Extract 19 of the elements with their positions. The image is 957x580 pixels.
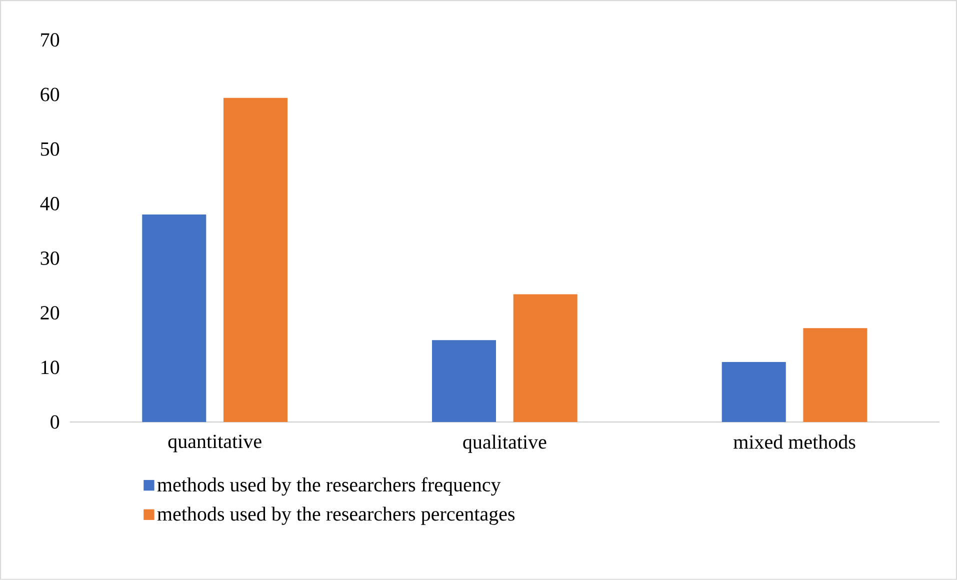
y-tick-label: 20 bbox=[40, 306, 60, 320]
legend-label: methods used by the researchers percentages bbox=[157, 506, 515, 525]
y-tick-label: 70 bbox=[41, 33, 60, 47]
y-tick-label: 60 bbox=[40, 88, 60, 102]
bar bbox=[722, 362, 786, 422]
x-tick-label: qualitative bbox=[463, 434, 546, 453]
y-tick-label: 10 bbox=[42, 360, 60, 374]
x-tick-label: quantitative bbox=[168, 434, 262, 452]
y-tick-label: 50 bbox=[41, 142, 60, 156]
bar bbox=[142, 214, 206, 422]
legend-label: methods used by the researchers frequency bbox=[157, 477, 501, 496]
bar bbox=[513, 294, 578, 422]
y-tick-label: 40 bbox=[40, 196, 60, 210]
x-tick-label: mixed methods bbox=[734, 434, 856, 449]
y-tick-label: 0 bbox=[50, 415, 60, 429]
bar bbox=[432, 340, 496, 422]
bar bbox=[803, 328, 868, 422]
y-tick-label: 30 bbox=[40, 252, 60, 266]
bar bbox=[223, 98, 288, 422]
